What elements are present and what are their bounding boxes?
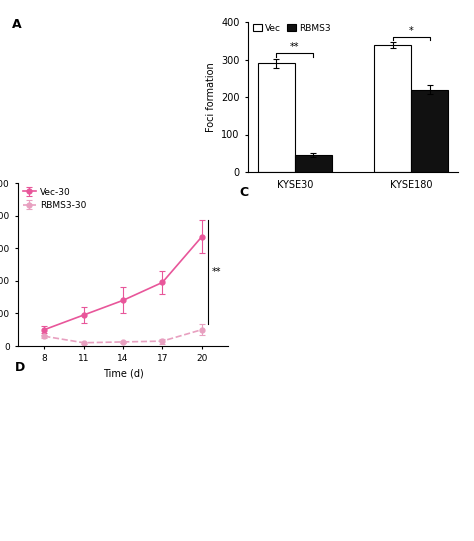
- X-axis label: Time (d): Time (d): [103, 369, 143, 379]
- Bar: [295, 155, 332, 172]
- Text: *: *: [409, 26, 414, 36]
- Text: **: **: [212, 267, 222, 277]
- Legend: Vec-30, RBMS3-30: Vec-30, RBMS3-30: [22, 188, 86, 210]
- Legend: Vec, RBMS3: Vec, RBMS3: [253, 23, 331, 32]
- Text: A: A: [12, 18, 22, 31]
- Text: C: C: [239, 186, 248, 199]
- Bar: [411, 89, 448, 172]
- Bar: [257, 63, 295, 172]
- Text: D: D: [15, 361, 25, 374]
- Bar: [374, 45, 411, 172]
- Text: **: **: [290, 42, 300, 52]
- Y-axis label: Foci formation: Foci formation: [206, 62, 216, 132]
